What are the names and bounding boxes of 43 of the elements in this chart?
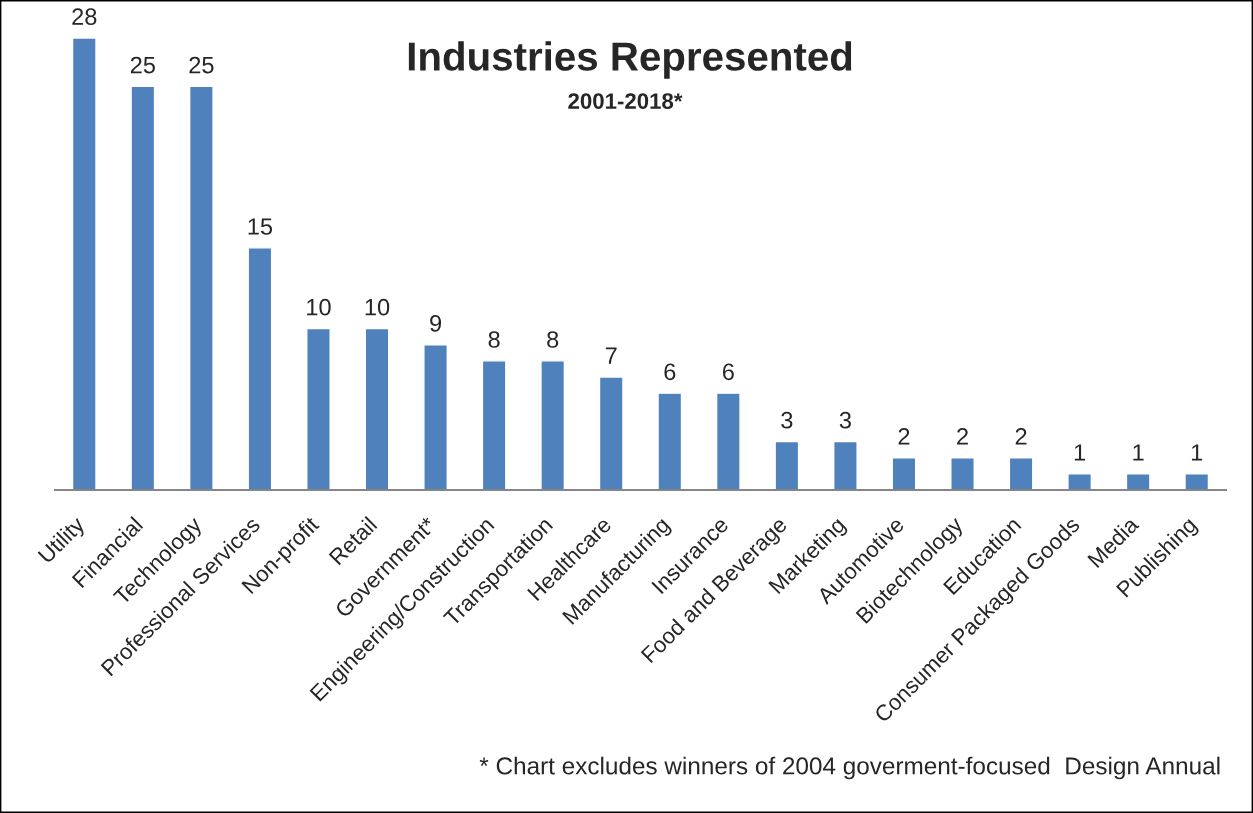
text: 2001-2018* [568, 93, 683, 109]
bar [833, 440, 858, 490]
bar [1008, 457, 1034, 490]
bar [715, 392, 741, 490]
data-label: 6 [722, 363, 734, 381]
bar [423, 344, 448, 490]
bar [774, 440, 800, 490]
data-label: 8 [488, 331, 500, 348]
data-label: 8 [547, 331, 559, 348]
data-label: 7 [605, 347, 617, 364]
data-label: 9 [430, 314, 442, 332]
bar [71, 38, 97, 490]
bar [657, 392, 683, 490]
data-label: 1 [1133, 444, 1144, 461]
data-label: 15 [248, 218, 273, 235]
bar [1184, 473, 1210, 490]
chart-title: Industries Represented [408, 41, 852, 79]
bar [306, 327, 331, 490]
bar [130, 85, 156, 490]
bar [950, 457, 975, 490]
bar [364, 327, 390, 490]
data-label: 25 [130, 56, 155, 74]
data-label: 10 [365, 298, 390, 316]
data-label: 25 [189, 56, 214, 74]
data-label: 3 [781, 411, 793, 429]
bar [1067, 473, 1093, 490]
data-label: 1 [1074, 444, 1086, 461]
bar [481, 360, 507, 490]
data-label: 6 [664, 363, 676, 381]
data-label: 2 [898, 427, 910, 445]
data-label: 10 [307, 298, 331, 316]
data-label: 1 [1191, 444, 1203, 461]
data-label: 28 [72, 8, 97, 25]
data-label: 3 [839, 411, 851, 429]
bar [247, 247, 273, 490]
data-label: 2 [957, 427, 968, 445]
bar [1125, 473, 1151, 490]
bar [891, 457, 917, 490]
bar [598, 376, 624, 490]
data-label: 2 [1015, 427, 1027, 445]
bar [188, 85, 214, 490]
text: * Chart excludes winners of 2004 goverment-focused Design Annual [479, 756, 1220, 780]
bar [540, 360, 566, 490]
